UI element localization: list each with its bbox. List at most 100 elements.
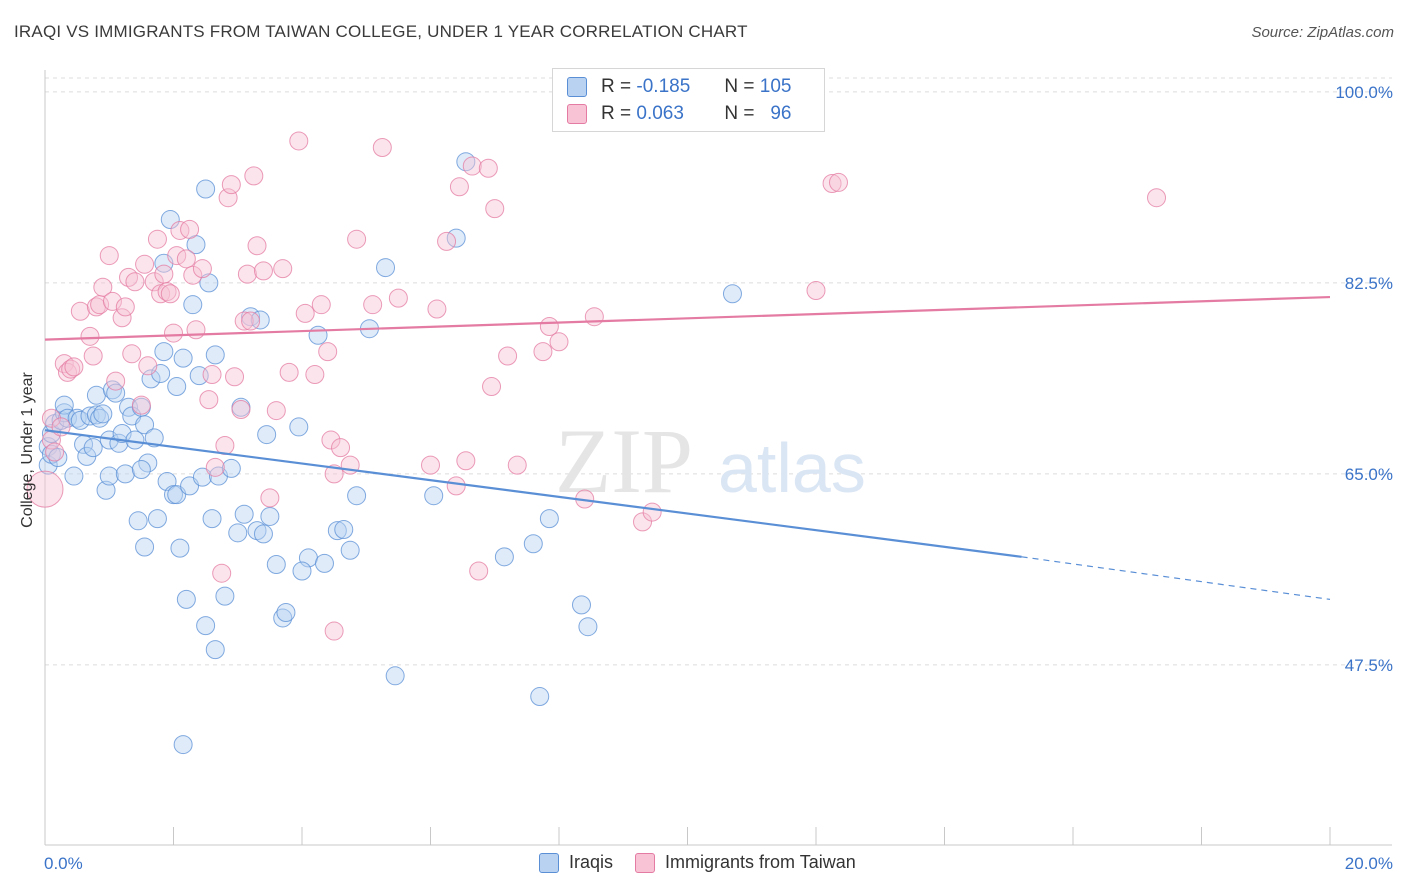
data-point [205, 640, 225, 660]
legend-row-taiwan: R = 0.063 N = 96 [567, 102, 791, 126]
legend-swatch-blue [539, 852, 559, 873]
data-point [234, 311, 254, 331]
data-point [115, 297, 135, 317]
trend-line [44, 295, 1331, 341]
data-point [99, 246, 119, 266]
r-value: 0.063 [636, 103, 684, 124]
data-point [578, 617, 598, 637]
n-label: N = [724, 103, 755, 124]
data-point [234, 504, 254, 524]
data-point [311, 295, 331, 315]
data-point [266, 554, 286, 574]
data-point [494, 547, 514, 567]
x-tick-label: 20.0% [1345, 854, 1393, 873]
correlation-legend: R = -0.185 N = 105 R = 0.063 N = 96 [552, 68, 825, 132]
data-point [212, 563, 232, 583]
data-point [128, 511, 148, 531]
data-point [427, 299, 447, 319]
data-point [376, 258, 396, 278]
data-point [135, 254, 155, 274]
data-point [633, 512, 653, 532]
data-point [228, 523, 248, 543]
n-value: 105 [759, 76, 792, 97]
data-point [247, 236, 267, 256]
data-point [115, 464, 135, 484]
data-point [533, 342, 553, 362]
trend-line-extension [1021, 556, 1331, 600]
x-tick-label: 0.0% [44, 854, 83, 873]
data-point [205, 457, 225, 477]
data-point [260, 488, 280, 508]
data-point [180, 219, 200, 239]
data-point [86, 405, 106, 425]
legend-label-iraqis: Iraqis [569, 852, 614, 872]
data-point [331, 438, 351, 458]
legend-swatch-pink [567, 104, 587, 124]
chart-title: IRAQI VS IMMIGRANTS FROM TAIWAN COLLEGE,… [14, 22, 748, 41]
data-point [196, 179, 216, 199]
legend-swatch-blue [567, 77, 587, 97]
data-point [157, 282, 177, 302]
y-axis-label: College, Under 1 year [19, 372, 36, 528]
data-point [363, 295, 383, 315]
data-point [160, 210, 180, 230]
data-point [469, 561, 489, 581]
data-points [26, 131, 1167, 755]
data-point [478, 158, 498, 178]
data-point [498, 346, 518, 366]
data-point [48, 448, 68, 467]
data-point [273, 259, 293, 279]
data-point [167, 377, 187, 397]
data-point [173, 735, 193, 755]
data-point [199, 390, 219, 410]
series-iraqis [38, 152, 742, 755]
data-point [147, 509, 167, 529]
data-point [318, 342, 338, 362]
grid-lines [45, 77, 1392, 666]
data-point [642, 502, 662, 522]
data-point [225, 367, 245, 387]
data-point [215, 586, 235, 606]
data-point [125, 272, 145, 292]
data-point [485, 199, 505, 219]
data-point [1147, 188, 1167, 208]
data-point [539, 509, 559, 529]
data-point [131, 460, 151, 480]
watermark-zip: ZIP [555, 410, 693, 512]
data-point [221, 175, 241, 195]
trend-line [44, 429, 1022, 558]
data-point [231, 399, 251, 419]
y-axis-label-wrap: College, Under 1 year [18, 330, 38, 570]
data-point [421, 455, 440, 475]
r-label: R = [601, 76, 632, 97]
data-point [64, 466, 84, 486]
data-point [388, 288, 408, 308]
n-label: N = [724, 76, 755, 97]
data-point [446, 476, 466, 496]
y-tick-label: 82.5% [1345, 274, 1393, 293]
n-value: 96 [770, 103, 792, 124]
data-point [135, 537, 155, 557]
data-point [584, 307, 604, 327]
data-point [205, 345, 225, 365]
data-point [176, 589, 196, 609]
data-point [131, 395, 151, 415]
data-point [64, 357, 84, 377]
data-point [61, 359, 81, 379]
data-point [437, 231, 457, 251]
data-point [530, 687, 550, 707]
legend-label-taiwan: Immigrants from Taiwan [665, 852, 856, 872]
data-point [83, 438, 103, 458]
watermark-atlas: atlas [718, 429, 866, 507]
data-point [202, 509, 222, 529]
data-point [507, 455, 527, 475]
data-point [266, 401, 286, 421]
data-point [253, 261, 273, 281]
legend-row-iraqis: R = -0.185 N = 105 [567, 75, 791, 99]
data-point [276, 603, 296, 622]
data-point [324, 621, 344, 641]
data-point [372, 138, 392, 157]
y-tick-label: 47.5% [1345, 656, 1393, 675]
data-point [144, 272, 164, 292]
